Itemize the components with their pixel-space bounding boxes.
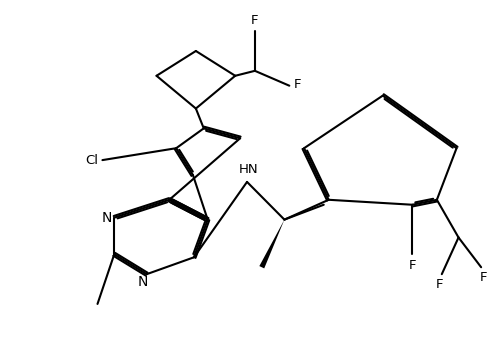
Text: F: F	[480, 271, 488, 284]
Text: N: N	[101, 211, 112, 225]
Text: N: N	[137, 275, 148, 289]
Text: F: F	[409, 259, 416, 272]
Text: F: F	[435, 278, 443, 291]
Text: F: F	[294, 78, 302, 91]
Polygon shape	[259, 220, 284, 268]
Text: F: F	[251, 14, 258, 27]
Text: Cl: Cl	[85, 154, 98, 167]
Text: HN: HN	[239, 163, 258, 176]
